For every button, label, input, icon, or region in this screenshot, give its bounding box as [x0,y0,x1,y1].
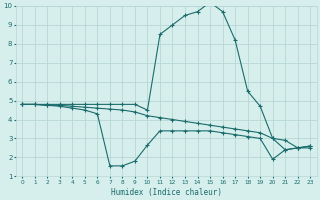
X-axis label: Humidex (Indice chaleur): Humidex (Indice chaleur) [111,188,222,197]
